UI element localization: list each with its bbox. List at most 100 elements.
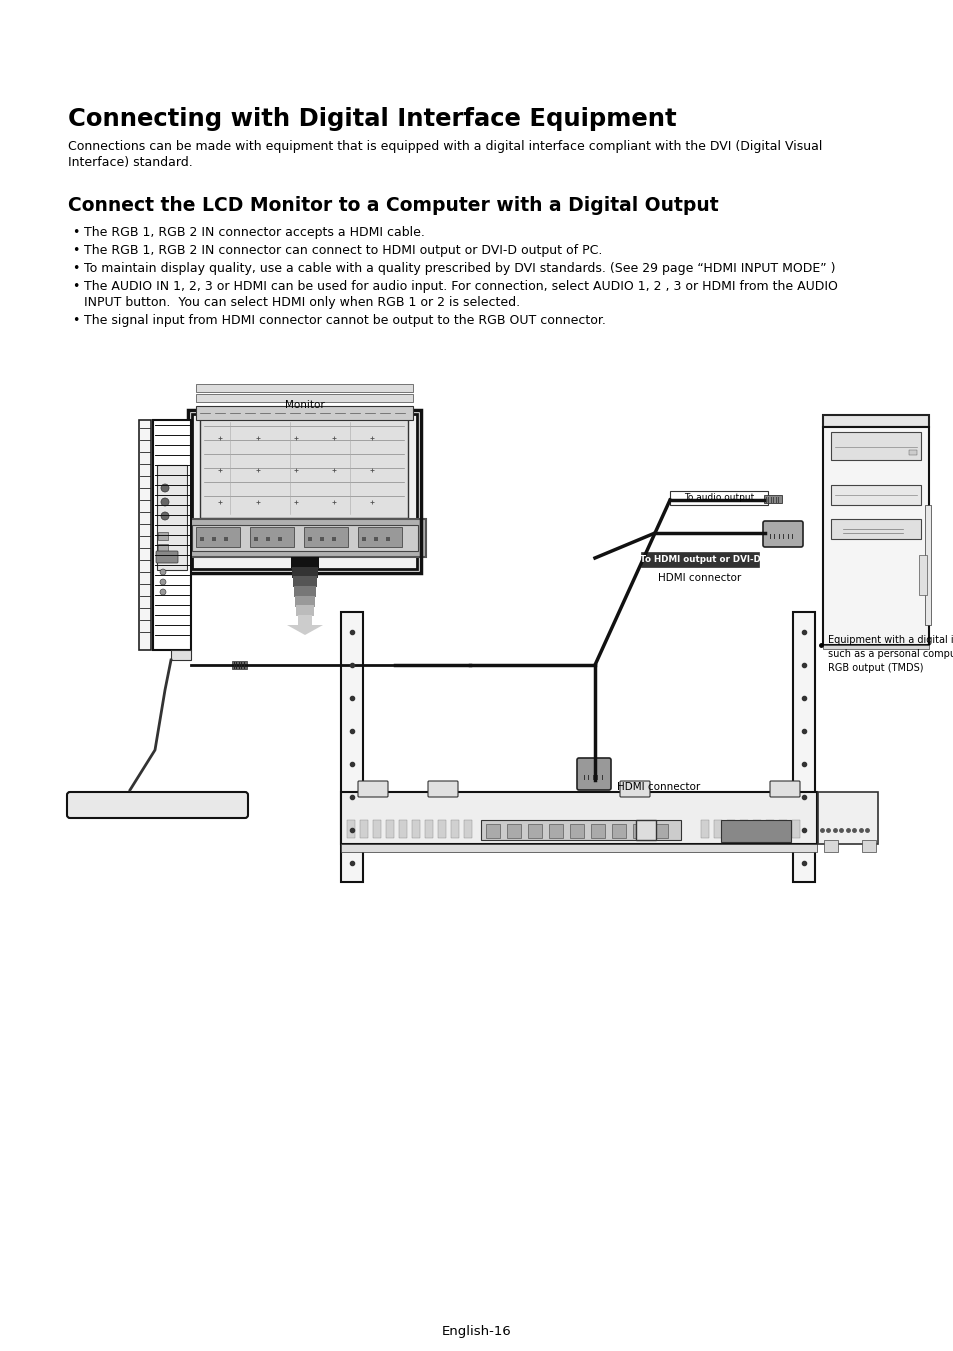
Bar [451, 820, 458, 838]
Text: •: • [71, 245, 79, 257]
FancyBboxPatch shape [769, 781, 800, 797]
Text: Connect the LCD Monitor to a Computer with a Digital Output: Connect the LCD Monitor to a Computer wi… [68, 196, 718, 215]
Bar [292, 566, 317, 578]
Text: To maintain display quality, use a cable with a quality prescribed by DVI standa: To maintain display quality, use a cable… [84, 262, 835, 276]
Text: •: • [71, 226, 79, 239]
Bar [357, 527, 401, 547]
Text: •: • [71, 262, 79, 276]
Bar [740, 820, 747, 838]
Bar [171, 650, 191, 661]
Bar [340, 792, 816, 844]
Bar [294, 596, 314, 607]
FancyBboxPatch shape [619, 781, 649, 797]
Polygon shape [287, 626, 323, 635]
Text: Connecting with Digital Interface Equipment: Connecting with Digital Interface Equipm… [68, 107, 676, 131]
Bar [830, 432, 920, 459]
Bar [779, 820, 786, 838]
Bar [386, 820, 394, 838]
Polygon shape [822, 415, 928, 427]
Bar [791, 820, 800, 838]
FancyBboxPatch shape [428, 781, 457, 797]
Bar [359, 820, 368, 838]
Bar [700, 820, 708, 838]
Circle shape [161, 499, 169, 507]
Text: The AUDIO IN 1, 2, 3 or HDMI can be used for audio input. For connection, select: The AUDIO IN 1, 2, 3 or HDMI can be used… [84, 280, 837, 293]
Bar [340, 844, 816, 852]
Bar [612, 824, 625, 838]
Bar [139, 420, 151, 650]
Bar [294, 586, 315, 597]
Text: The signal input from HDMI connector cannot be output to the RGB OUT connector.: The signal input from HDMI connector can… [84, 313, 605, 327]
Bar [195, 527, 240, 547]
Bar [424, 820, 433, 838]
Bar [669, 490, 767, 505]
Text: To audio output: To audio output [683, 493, 753, 503]
Text: Interface) standard.: Interface) standard. [68, 155, 193, 169]
Bar [763, 494, 781, 503]
Text: Connections can be made with equipment that is equipped with a digital interface: Connections can be made with equipment t… [68, 141, 821, 153]
Bar [412, 820, 419, 838]
Circle shape [161, 484, 169, 492]
Bar [295, 605, 314, 616]
FancyBboxPatch shape [762, 521, 802, 547]
Bar [373, 820, 380, 838]
Bar [485, 824, 499, 838]
Bar [823, 840, 837, 852]
Bar [250, 527, 294, 547]
Bar [765, 820, 773, 838]
Bar [195, 407, 413, 420]
Bar [752, 820, 760, 838]
Bar [184, 519, 426, 557]
Text: To HDMI output or DVI-D: To HDMI output or DVI-D [639, 554, 760, 563]
Bar [506, 824, 520, 838]
Circle shape [160, 580, 166, 585]
Bar [232, 661, 247, 669]
Bar [569, 824, 583, 838]
Bar [822, 427, 928, 644]
Bar [908, 450, 916, 455]
Bar [918, 555, 926, 594]
Bar [158, 532, 168, 540]
Bar [463, 820, 472, 838]
Bar [548, 824, 562, 838]
Bar [640, 553, 759, 567]
Bar [636, 820, 656, 840]
Bar [200, 417, 408, 517]
Bar [726, 820, 734, 838]
Bar [195, 384, 413, 392]
Bar [157, 465, 187, 570]
Text: HDMI connector: HDMI connector [617, 782, 700, 792]
Bar [924, 505, 930, 626]
Text: •: • [71, 280, 79, 293]
Circle shape [161, 512, 169, 520]
Bar [398, 820, 407, 838]
Bar [480, 820, 680, 840]
Bar [192, 526, 417, 551]
Text: INPUT button.  You can select HDMI only when RGB 1 or 2 is selected.: INPUT button. You can select HDMI only w… [84, 296, 519, 309]
FancyBboxPatch shape [357, 781, 388, 797]
FancyBboxPatch shape [156, 551, 178, 563]
Text: •: • [71, 313, 79, 327]
Bar [590, 824, 604, 838]
Bar [340, 612, 363, 882]
Bar [152, 420, 191, 650]
Bar [347, 820, 355, 838]
Bar [830, 519, 920, 539]
Bar [792, 612, 814, 882]
Bar [862, 840, 875, 852]
FancyBboxPatch shape [67, 792, 248, 817]
Bar [158, 544, 168, 553]
Text: HDMI connector: HDMI connector [658, 573, 740, 584]
Bar [291, 557, 318, 569]
Bar [195, 394, 413, 403]
Text: Equipment with a digital interface
such as a personal computer with
RGB output (: Equipment with a digital interface such … [827, 635, 953, 673]
Bar [297, 615, 312, 626]
Bar [304, 527, 348, 547]
Bar [437, 820, 446, 838]
Bar [830, 485, 920, 505]
Circle shape [160, 589, 166, 594]
Bar [527, 824, 541, 838]
FancyBboxPatch shape [577, 758, 610, 790]
Bar [192, 413, 416, 569]
Bar [293, 577, 316, 588]
